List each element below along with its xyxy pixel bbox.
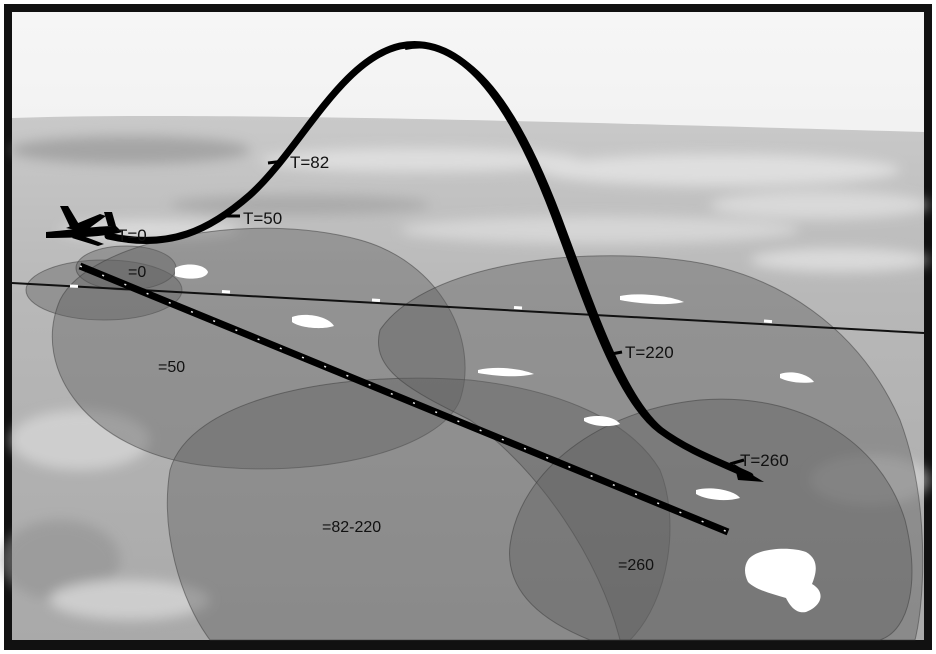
airplane-icon	[46, 206, 122, 246]
label-fp-82-220: =82-220	[322, 519, 381, 536]
footprints	[25, 227, 924, 641]
island-shape	[745, 548, 821, 613]
label-fp-260: =260	[618, 557, 654, 574]
label-fp-50: =50	[158, 359, 185, 376]
ground-path-line	[78, 262, 730, 536]
trajectory-ticks	[226, 159, 745, 466]
ground-track-line	[11, 282, 925, 334]
cloud-patches	[175, 264, 821, 613]
label-fp-0: =0	[128, 264, 146, 281]
cloud-texture	[0, 136, 930, 620]
footprint-82-220	[166, 377, 671, 641]
scene-area: T=0 T=50 T=82 T=220 T=260 =0 =50 =82-220…	[0, 12, 930, 641]
label-t260: T=260	[740, 451, 789, 470]
ground-clouds	[12, 115, 924, 641]
footprint-large	[378, 255, 924, 641]
label-t50: T=50	[243, 209, 282, 228]
label-t82: T=82	[290, 153, 329, 172]
footprint-0	[25, 259, 183, 321]
ground-track-ticks	[69, 284, 773, 324]
footprint-50	[51, 227, 466, 470]
trajectory-arrowhead	[734, 464, 764, 482]
label-t220: T=220	[625, 343, 674, 362]
label-t0: T=0	[117, 226, 147, 245]
